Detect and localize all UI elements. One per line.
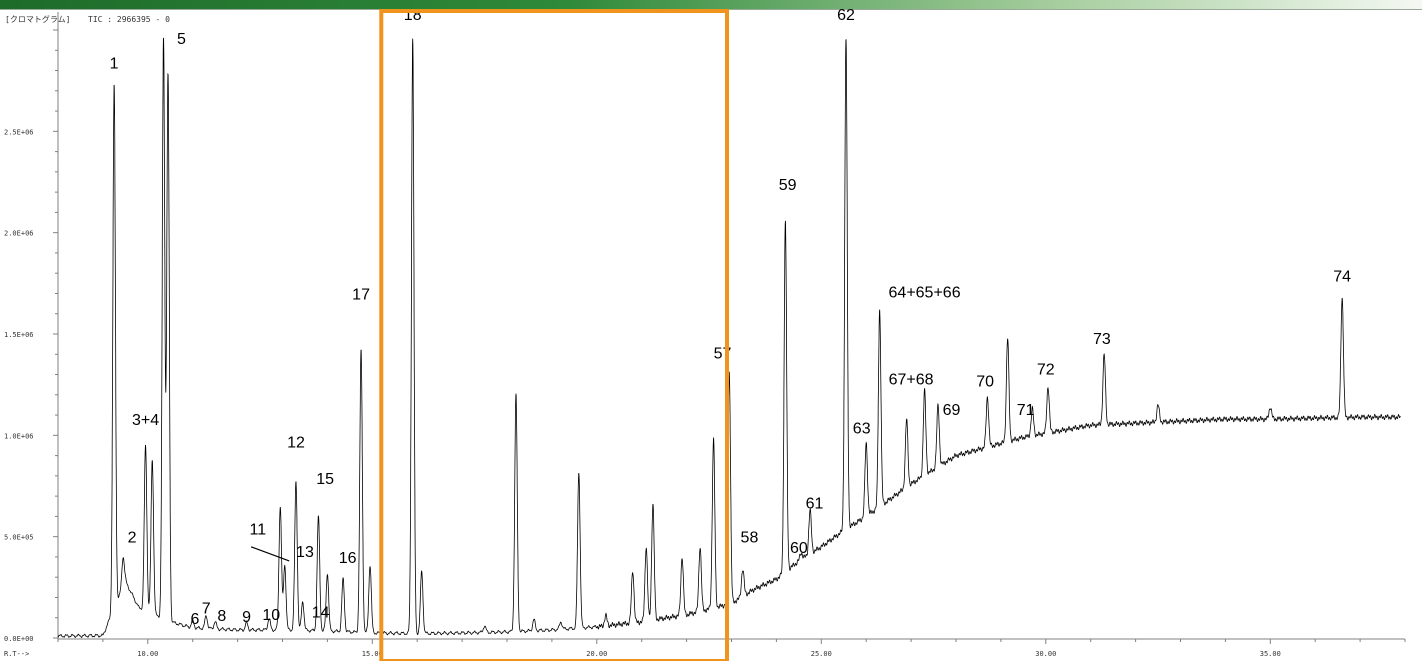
x-tick-label: 20.00 [586, 650, 607, 658]
peak-label: 16 [339, 550, 357, 567]
x-tick-label: 10.00 [137, 650, 158, 658]
peak-label: 72 [1037, 362, 1055, 379]
peak-label: 70 [976, 374, 994, 391]
highlight-layer [379, 9, 730, 661]
peak-label: 13 [296, 544, 314, 561]
y-tick-label: 5.0E+05 [4, 534, 34, 542]
peak-label: 6 [190, 611, 199, 628]
peak-label: 71 [1017, 402, 1035, 419]
peak-label: 10 [262, 607, 280, 624]
title-banner [0, 0, 1422, 9]
peak-label: 8 [217, 608, 226, 625]
peak-label: 64+65+66 [889, 285, 961, 302]
peak-label: 11 [250, 522, 267, 539]
peak-label: 1 [110, 56, 119, 73]
peak-label: 61 [806, 495, 824, 512]
x-axis-label: R.T--> [4, 650, 29, 658]
y-tick-label: 2.0E+06 [4, 230, 34, 238]
tic-label: TIC : 2966395 - 0 [88, 15, 170, 24]
peak-label: 17 [352, 287, 370, 304]
x-tick-label: 30.00 [1035, 650, 1056, 658]
highlight-region-box [379, 9, 730, 661]
y-tick-label: 1.5E+06 [4, 331, 34, 339]
peak-label: 58 [741, 530, 759, 547]
peak-label: 15 [316, 471, 334, 488]
peak-label: 14 [312, 605, 330, 622]
peak-label: 12 [287, 434, 305, 451]
peak-label: 2 [128, 530, 137, 547]
x-tick-label: 25.00 [811, 650, 832, 658]
peak-label: 60 [790, 540, 808, 557]
y-tick-label: 0.0E+00 [4, 635, 34, 643]
peak-label: 73 [1093, 331, 1111, 348]
peak-label: 7 [202, 601, 211, 618]
y-tick-label: 1.0E+06 [4, 432, 34, 440]
trace-layer [57, 37, 1401, 638]
peak-label: 5 [177, 31, 186, 48]
x-tick-label: 15.00 [362, 650, 383, 658]
peak-label: 63 [853, 420, 871, 437]
peak-label: 9 [242, 609, 251, 626]
peak-label: 62 [837, 7, 855, 24]
x-tick-label: 35.00 [1260, 650, 1281, 658]
peak-label: 59 [779, 177, 797, 194]
chromatogram-mode-label: [クロマトグラム] [5, 14, 70, 24]
y-tick-label: 2.5E+06 [4, 128, 34, 136]
peak-label: 3+4 [132, 412, 159, 429]
peak-label: 69 [943, 402, 961, 419]
tic-trace [57, 37, 1401, 638]
peak-label: 74 [1333, 268, 1351, 285]
peak-label: 67+68 [889, 372, 934, 389]
peak-callout-line [250, 546, 290, 562]
axes: 0.0E+00 5.0E+05 1.0E+06 1.5E+06 2.0E+06 2.5E+… [4, 12, 1406, 658]
